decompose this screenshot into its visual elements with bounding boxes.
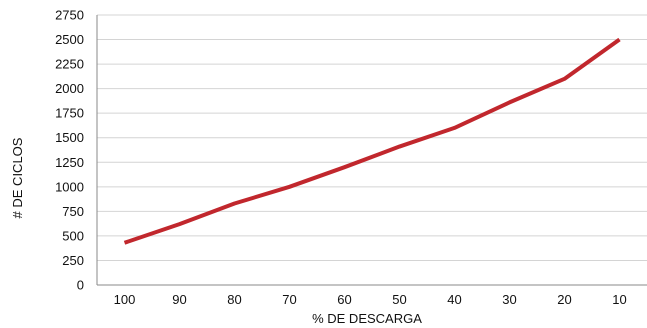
axes (96, 15, 647, 286)
y-tick-label: 1250 (55, 155, 84, 170)
y-axis-title: # DE CICLOS (10, 137, 25, 218)
x-tick-label: 10 (612, 292, 626, 307)
series-line (123, 37, 621, 245)
x-tick-label: 90 (172, 292, 186, 307)
y-tick-label: 1500 (55, 130, 84, 145)
y-tick-labels: 0 250 500 750 1000 1250 1500 1750 2000 2250 2500 27… (55, 8, 84, 293)
x-tick-label: 80 (227, 292, 241, 307)
x-tick-label: 30 (502, 292, 516, 307)
y-tick-label: 2500 (55, 32, 84, 47)
y-tick-label: 1000 (55, 179, 84, 194)
x-tick-labels: 100 90 80 70 60 50 40 30 20 10 (114, 292, 627, 307)
x-tick-label: 70 (282, 292, 296, 307)
y-tick-label: 500 (62, 228, 84, 243)
y-tick-label: 750 (62, 204, 84, 219)
y-tick-label: 2750 (55, 8, 84, 23)
x-tick-label: 50 (392, 292, 406, 307)
gridlines (97, 14, 647, 261)
y-tick-label: 2250 (55, 57, 84, 72)
y-tick-label: 0 (77, 278, 84, 293)
x-tick-label: 60 (337, 292, 351, 307)
y-tick-label: 2000 (55, 81, 84, 96)
y-tick-label: 250 (62, 253, 84, 268)
x-tick-label: 20 (557, 292, 571, 307)
series-lines (123, 37, 621, 245)
y-tick-label: 1750 (55, 106, 84, 121)
x-axis-title: % DE DESCARGA (312, 311, 422, 326)
x-tick-label: 100 (114, 292, 136, 307)
x-tick-label: 40 (447, 292, 461, 307)
